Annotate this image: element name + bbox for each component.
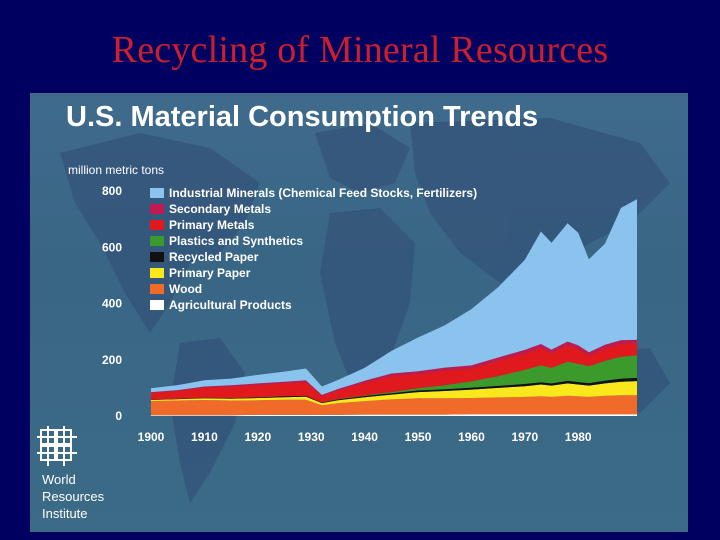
wri-logo-text: World Resources Institute bbox=[42, 471, 104, 522]
legend-label: Agricultural Products bbox=[169, 298, 292, 312]
area-series bbox=[151, 381, 637, 406]
legend-swatch bbox=[150, 284, 164, 294]
y-tick-label: 600 bbox=[102, 240, 122, 254]
area-series bbox=[151, 395, 637, 416]
x-tick-label: 1910 bbox=[191, 430, 218, 444]
legend-swatch bbox=[150, 204, 164, 214]
legend-item: Plastics and Synthetics bbox=[150, 233, 477, 249]
legend-label: Primary Metals bbox=[169, 218, 255, 232]
legend-swatch bbox=[150, 252, 164, 262]
legend-swatch bbox=[150, 300, 164, 310]
x-tick-label: 1920 bbox=[244, 430, 271, 444]
y-tick-label: 400 bbox=[102, 297, 122, 311]
chart-panel: U.S. Material Consumption Trends million… bbox=[30, 93, 688, 532]
legend-label: Industrial Minerals (Chemical Feed Stock… bbox=[169, 186, 478, 200]
x-tick-label: 1960 bbox=[458, 430, 485, 444]
legend-item: Primary Metals bbox=[150, 217, 477, 233]
legend-label: Recycled Paper bbox=[169, 250, 259, 264]
wri-logo-line: Resources bbox=[42, 489, 105, 504]
legend-item: Industrial Minerals (Chemical Feed Stock… bbox=[150, 185, 477, 201]
area-series bbox=[151, 355, 637, 403]
legend-label: Secondary Metals bbox=[169, 202, 272, 216]
legend-label: Plastics and Synthetics bbox=[169, 234, 304, 248]
slide-title: Recycling of Mineral Resources bbox=[111, 29, 609, 71]
y-tick-label: 0 bbox=[115, 409, 122, 423]
legend-swatch bbox=[150, 220, 164, 230]
x-tick-label: 1950 bbox=[405, 430, 432, 444]
legend-label: Wood bbox=[169, 282, 203, 296]
legend-item: Recycled Paper bbox=[150, 249, 477, 265]
area-series bbox=[151, 343, 637, 403]
legend-item: Primary Paper bbox=[150, 265, 477, 281]
chart-legend: Industrial Minerals (Chemical Feed Stock… bbox=[150, 185, 477, 313]
y-tick-label: 800 bbox=[102, 184, 122, 198]
y-axis-unit-label: million metric tons bbox=[68, 163, 165, 177]
x-tick-label: 1980 bbox=[565, 430, 592, 444]
legend-swatch bbox=[150, 268, 164, 278]
area-series bbox=[151, 414, 637, 416]
x-tick-label: 1940 bbox=[351, 430, 378, 444]
world-map-background bbox=[60, 118, 670, 503]
area-series bbox=[151, 199, 637, 395]
wri-logo-line: Institute bbox=[42, 506, 88, 521]
legend-item: Wood bbox=[150, 281, 477, 297]
legend-label: Primary Paper bbox=[169, 266, 251, 280]
legend-swatch bbox=[150, 188, 164, 198]
area-series bbox=[151, 339, 637, 397]
y-tick-label: 200 bbox=[102, 353, 122, 367]
x-tick-label: 1930 bbox=[298, 430, 325, 444]
legend-swatch bbox=[150, 236, 164, 246]
legend-item: Agricultural Products bbox=[150, 297, 477, 313]
x-tick-label: 1970 bbox=[511, 430, 538, 444]
chart-plot: 0 200 400 600 800 1900 1910 1920 1930 1940 1950 19… bbox=[102, 184, 637, 444]
chart-title: U.S. Material Consumption Trends bbox=[66, 101, 539, 133]
legend-item: Secondary Metals bbox=[150, 201, 477, 217]
wri-logo-line: World bbox=[42, 472, 76, 487]
world-resources-institute-logo-icon bbox=[37, 426, 77, 466]
x-tick-label: 1900 bbox=[138, 430, 165, 444]
